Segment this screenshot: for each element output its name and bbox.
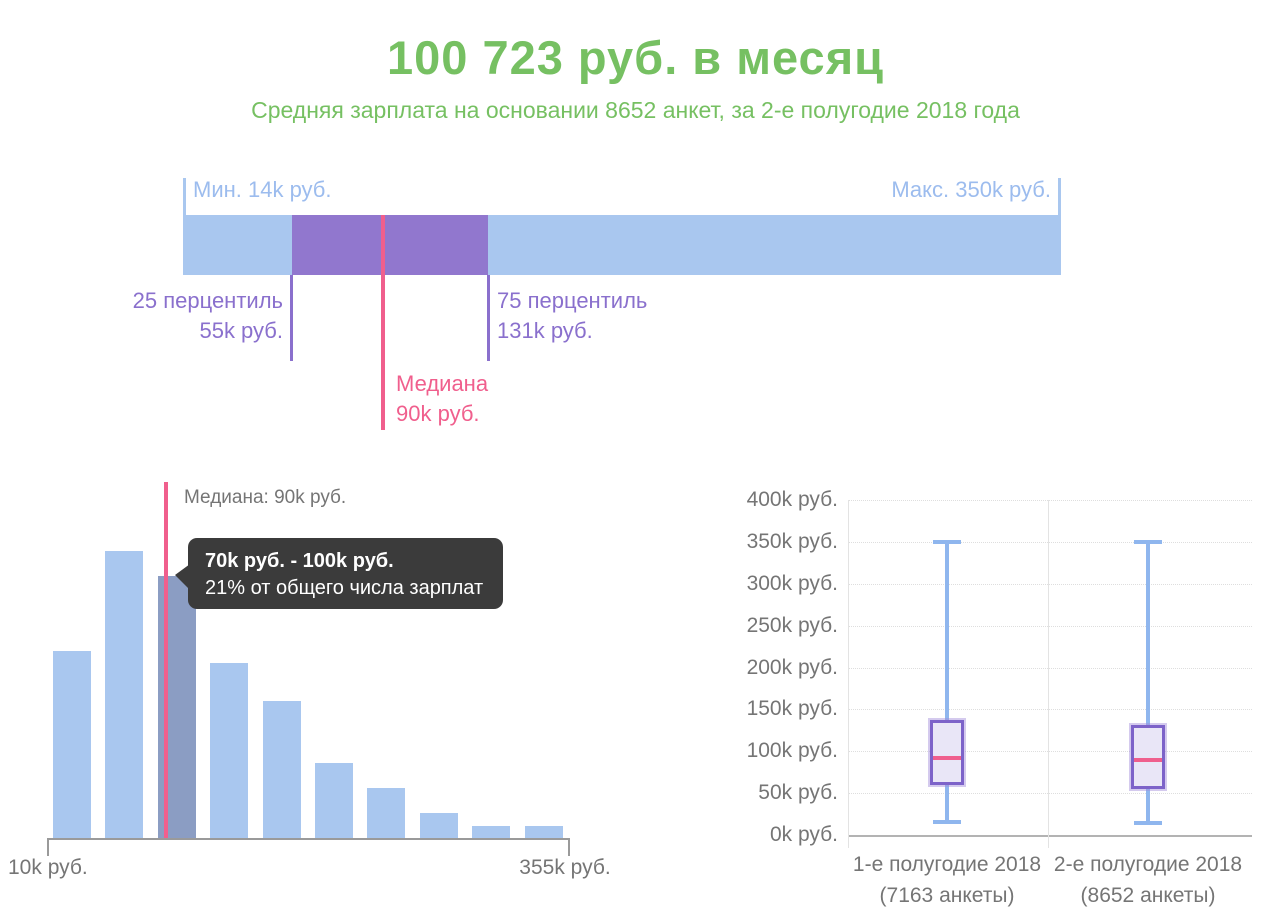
p75-label-value: 131k руб.	[497, 318, 593, 343]
boxplot-box[interactable]	[1131, 725, 1165, 789]
boxplot-whisker[interactable]	[1146, 541, 1150, 824]
range-median-title: Медиана	[396, 371, 489, 396]
boxplot-min-cap	[933, 820, 961, 825]
tooltip-tail-icon	[175, 564, 190, 590]
tooltip-share: 21% от общего числа зарплат	[205, 577, 484, 599]
range-median-line	[381, 215, 385, 430]
histogram-bar[interactable]	[367, 788, 406, 838]
histogram-bar[interactable]	[262, 700, 301, 838]
histogram-xmax-label: 355k руб.	[519, 856, 611, 879]
p25-line	[290, 275, 293, 361]
histogram-axis-tick-right	[568, 839, 570, 856]
p75-label-title: 75 перцентиль	[497, 288, 648, 313]
boxplot-left-edge	[848, 500, 849, 848]
boxplot-ytick-label: 150k руб.	[746, 697, 838, 721]
boxplot-category-label: 1-е полугодие 2018	[852, 853, 1042, 876]
boxplot-min-cap	[1134, 821, 1162, 826]
boxplot-category-divider	[1048, 500, 1049, 848]
boxplot-ytick-label: 250k руб.	[746, 613, 838, 637]
histogram-x-axis	[47, 838, 570, 840]
histogram-bar[interactable]	[105, 550, 144, 838]
boxplot-gridline	[848, 583, 1252, 585]
histogram-bar[interactable]	[210, 663, 249, 838]
range-median-label: Медиана 90k руб.	[396, 369, 488, 429]
tooltip-range: 70k руб. - 100k руб.	[205, 550, 394, 572]
boxplot-ytick-label: 50k руб.	[758, 781, 838, 805]
page-title: 100 723 руб. в месяц	[386, 31, 885, 84]
range-max-label: Макс. 350k руб.	[891, 177, 1051, 202]
boxplot-gridline	[848, 500, 1252, 501]
p75-line	[487, 275, 490, 361]
boxplot-category-sublabel: (8652 анкеты)	[1080, 884, 1216, 907]
boxplot-max-cap	[1134, 539, 1162, 544]
histogram-bar[interactable]	[472, 825, 511, 838]
histogram-xmin-label: 10k руб.	[8, 856, 88, 879]
histogram-axis-tick-left	[47, 839, 49, 856]
boxplot-gridline	[848, 751, 1252, 753]
boxplot-median-line	[1134, 757, 1162, 762]
boxplot-gridline	[848, 625, 1252, 627]
p25-label-value: 55k руб.	[199, 318, 283, 343]
p75-label: 75 перцентиль 131k руб.	[497, 286, 647, 346]
p25-label-title: 25 перцентиль	[132, 288, 283, 313]
boxplot-whisker[interactable]	[945, 541, 949, 823]
range-min-label: Мин. 14k руб.	[193, 177, 332, 202]
page-subtitle: Средняя зарплата на основании 8652 анкет…	[251, 97, 1020, 123]
range-median-value: 90k руб.	[396, 401, 480, 426]
boxplot-ytick-label: 200k руб.	[746, 655, 838, 679]
boxplot-median-line	[933, 756, 961, 760]
histogram-tooltip: 70k руб. - 100k руб. 21% от общего числа…	[175, 538, 503, 609]
histogram-bar[interactable]	[53, 650, 91, 838]
boxplot-gridline	[848, 667, 1252, 669]
range-max-tick	[1058, 178, 1061, 215]
histogram-bar[interactable]	[315, 763, 353, 838]
boxplot-ytick-label: 400k руб.	[746, 488, 838, 511]
boxplot-ytick-label: 100k руб.	[746, 739, 838, 763]
range-min-tick	[183, 178, 186, 215]
salary-iqr-segment[interactable]	[292, 215, 488, 275]
boxplot-gridline	[848, 541, 1252, 543]
histogram-bar[interactable]	[419, 813, 458, 838]
boxplot-max-cap	[933, 539, 961, 544]
boxplot-ytick-label: 300k руб.	[746, 571, 838, 595]
boxplot-ytick-label: 0k руб.	[769, 823, 838, 846]
boxplot-box[interactable]	[930, 720, 964, 785]
histogram-median-line	[164, 482, 168, 838]
histogram-median-label: Медиана: 90k руб.	[184, 487, 347, 508]
p25-label: 25 перцентиль 55k руб.	[90, 286, 283, 346]
boxplot-gridline	[848, 793, 1252, 795]
boxplot-gridline	[848, 709, 1252, 711]
boxplot-ytick-label: 350k руб.	[746, 529, 838, 553]
boxplot-zero-axis	[848, 835, 1252, 837]
boxplot-category-label: 2-е полугодие 2018	[1053, 853, 1243, 876]
histogram-bar[interactable]	[524, 825, 563, 838]
boxplot-category-sublabel: (7163 анкеты)	[879, 884, 1015, 907]
